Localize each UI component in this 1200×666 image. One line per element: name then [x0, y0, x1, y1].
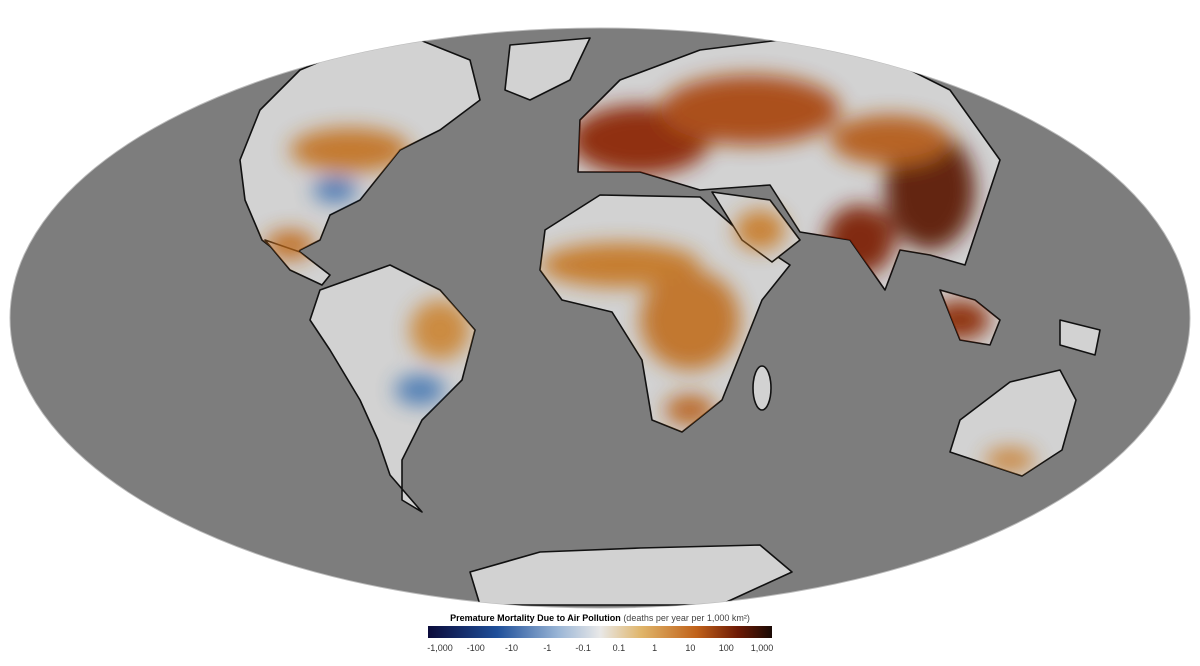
- legend-tick-label: -1: [543, 643, 551, 653]
- legend-tick-label: -100: [467, 643, 485, 653]
- legend-tick-label: -1,000: [427, 643, 453, 653]
- legend-tick-label: 1,000: [751, 643, 774, 653]
- legend-tick-label: 1: [652, 643, 657, 653]
- pollution-overlay: [265, 75, 1035, 472]
- legend-title: Premature Mortality Due to Air Pollution: [450, 613, 621, 623]
- legend-unit: (deaths per year per 1,000 km²): [623, 613, 750, 623]
- legend-tick-label: -0.1: [575, 643, 591, 653]
- legend-tick-label: -10: [505, 643, 518, 653]
- legend-tick-label: 0.1: [613, 643, 626, 653]
- legend-tick-label: 10: [685, 643, 695, 653]
- legend-heading: Premature Mortality Due to Air Pollution…: [450, 613, 750, 623]
- color-scale: [428, 626, 772, 638]
- legend-ticks: -1,000 -100 -10 -1 -0.1 0.1 1 10 100 1,000: [427, 643, 773, 653]
- legend-tick-label: 100: [719, 643, 734, 653]
